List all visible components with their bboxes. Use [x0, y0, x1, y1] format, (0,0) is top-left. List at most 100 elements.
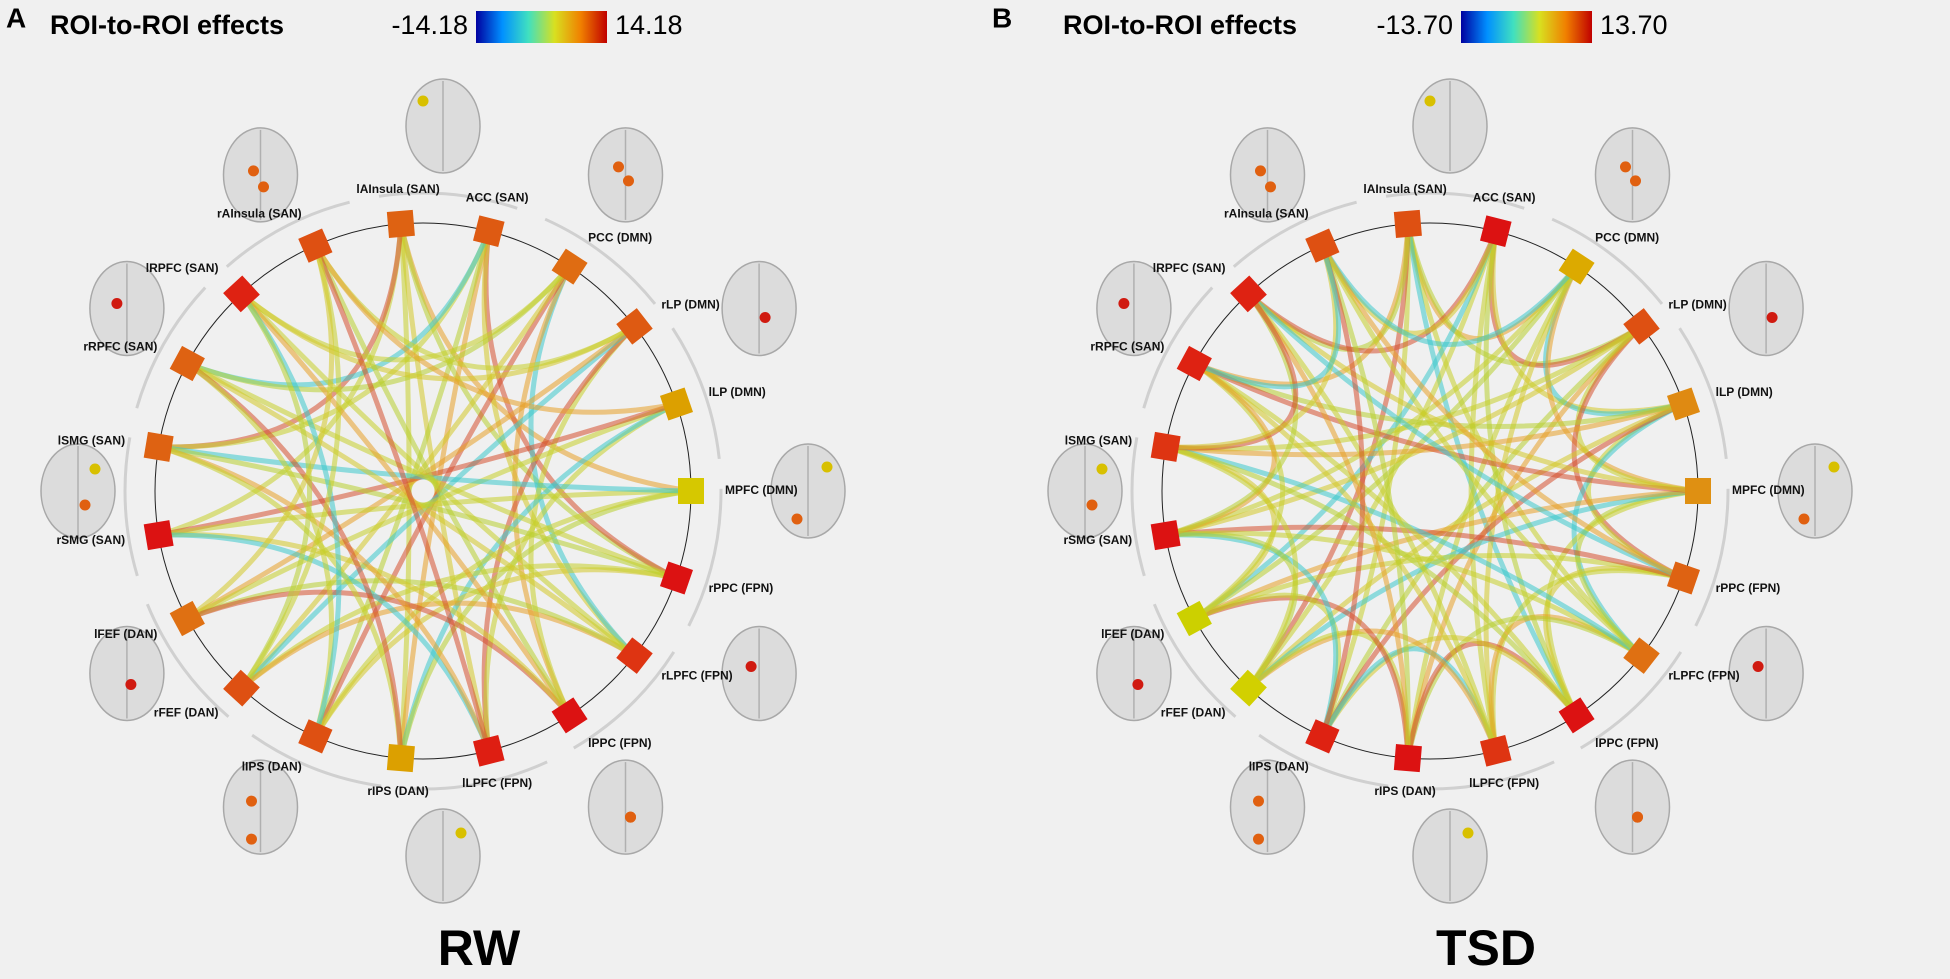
brain-thumbnail — [1728, 625, 1804, 722]
brain-dot — [791, 513, 803, 525]
roi-node — [169, 345, 205, 382]
roi-node — [1150, 431, 1181, 462]
connection — [1193, 244, 1342, 390]
brain-dot — [745, 661, 757, 672]
connection — [1193, 361, 1685, 429]
roi-node — [1176, 600, 1212, 637]
connection — [1165, 324, 1643, 452]
roi-node — [1230, 669, 1267, 707]
brain-dot — [248, 165, 259, 177]
scale-min-label: -13.70 — [1376, 10, 1453, 40]
group-arc — [1130, 191, 1730, 791]
roi-label: rRPFC (SAN) — [83, 339, 157, 353]
roi-label: MPFC (DMN) — [1732, 483, 1805, 497]
panel-title: RW — [438, 920, 521, 976]
brain-dot — [623, 175, 634, 187]
legend-title: ROI-to-ROI effects — [1063, 10, 1297, 40]
roi-label: ACC (SAN) — [1473, 190, 1536, 204]
connection — [1246, 488, 1699, 691]
brain-dot — [1253, 833, 1264, 845]
roi-node — [1479, 215, 1512, 247]
brain-dot — [1630, 175, 1641, 187]
roi-label: rLP (DMN) — [1668, 298, 1726, 312]
brain-thumbnail — [1594, 127, 1671, 223]
roi-label: rAInsula (SAN) — [1224, 207, 1309, 221]
roi-node — [223, 275, 260, 313]
connection — [1246, 292, 1411, 759]
connection — [1405, 324, 1644, 759]
connection — [1246, 223, 1411, 690]
roi-node — [1305, 228, 1340, 263]
roi-node — [1176, 345, 1212, 382]
roi-label: lLPFC (FPN) — [1469, 776, 1539, 790]
connection — [1192, 361, 1499, 752]
roi-label: lFEF (DAN) — [94, 627, 157, 641]
brain-dot — [1253, 795, 1264, 807]
brain-dot — [1462, 827, 1474, 839]
brain-thumbnail — [89, 260, 165, 357]
roi-node — [551, 248, 588, 285]
roi-node — [298, 228, 333, 263]
connection — [1483, 230, 1579, 717]
roi-node — [386, 744, 415, 773]
roi-label: lRPFC (SAN) — [146, 261, 219, 275]
brain-thumbnail — [1229, 127, 1306, 223]
roi-node — [616, 637, 653, 674]
colorbar — [1461, 11, 1592, 43]
brain-dot — [1132, 679, 1144, 690]
brain-dot — [759, 312, 771, 323]
roi-label: rFEF (DAN) — [154, 705, 219, 719]
roi-label: rPPC (FPN) — [709, 581, 774, 595]
brain-thumbnail — [1594, 759, 1671, 855]
brain-thumbnail — [405, 78, 481, 174]
connection — [185, 244, 335, 621]
scale-min-label: -14.18 — [391, 10, 468, 40]
connection — [1165, 265, 1579, 538]
brain-dot — [1424, 95, 1436, 107]
roi-label: lPPC (FPN) — [1595, 736, 1658, 750]
roi-label: ACC (SAN) — [466, 190, 529, 204]
roi-label: rPPC (FPN) — [1716, 581, 1781, 595]
brain-thumbnail — [1047, 443, 1123, 539]
brain-thumbnail — [1096, 260, 1172, 357]
roi-node — [1685, 478, 1711, 504]
roi-label: rLP (DMN) — [661, 298, 719, 312]
brain-thumbnail — [405, 808, 481, 904]
brain-thumbnail — [721, 625, 797, 722]
brain-dot — [1632, 811, 1643, 823]
brain-thumbnail — [222, 759, 299, 855]
brain-dot — [417, 95, 429, 107]
brain-thumbnail — [1777, 443, 1853, 539]
brain-dot — [125, 679, 137, 690]
roi-node — [659, 561, 693, 595]
roi-node — [1666, 561, 1700, 595]
connection — [313, 244, 492, 752]
brain-thumbnail — [89, 625, 165, 722]
roi-node — [616, 308, 653, 345]
connections — [1164, 223, 1699, 759]
brain-dot — [1255, 165, 1266, 177]
roi-node — [678, 478, 704, 504]
brain-dot — [821, 461, 833, 473]
roi-label: lFEF (DAN) — [1101, 627, 1164, 641]
connection — [313, 244, 677, 415]
brain-thumbnail — [222, 127, 299, 223]
connection — [1319, 244, 1366, 738]
roi-node — [551, 697, 588, 734]
brain-thumbnail — [40, 443, 116, 539]
brain-dot — [613, 161, 624, 173]
roi-label: rLPFC (FPN) — [661, 669, 732, 683]
roi-label: PCC (DMN) — [1595, 230, 1659, 244]
connection — [1320, 244, 1644, 658]
roi-label: PCC (DMN) — [588, 230, 652, 244]
roi-label: rAInsula (SAN) — [217, 207, 302, 221]
roi-node — [1666, 387, 1700, 421]
roi-label: lAInsula (SAN) — [356, 182, 439, 196]
roi-label: lRPFC (SAN) — [1153, 261, 1226, 275]
roi-node — [1479, 735, 1512, 767]
connection — [1165, 530, 1643, 658]
roi-node — [1393, 744, 1422, 773]
brain-dot — [246, 795, 257, 807]
brain-thumbnail — [721, 260, 797, 357]
connection — [1483, 265, 1579, 752]
